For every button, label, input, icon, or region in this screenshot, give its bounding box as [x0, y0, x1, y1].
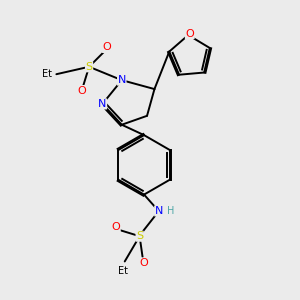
Text: Et: Et — [42, 69, 52, 79]
Text: H: H — [167, 206, 174, 216]
Text: N: N — [155, 206, 163, 216]
Text: Et: Et — [118, 266, 128, 276]
Text: O: O — [185, 28, 194, 39]
Text: O: O — [77, 85, 86, 96]
Text: S: S — [85, 62, 93, 72]
Text: N: N — [118, 75, 126, 85]
Text: O: O — [140, 258, 148, 268]
Text: O: O — [111, 222, 120, 232]
Text: N: N — [98, 99, 106, 109]
Text: S: S — [136, 231, 143, 241]
Text: O: O — [103, 43, 111, 52]
